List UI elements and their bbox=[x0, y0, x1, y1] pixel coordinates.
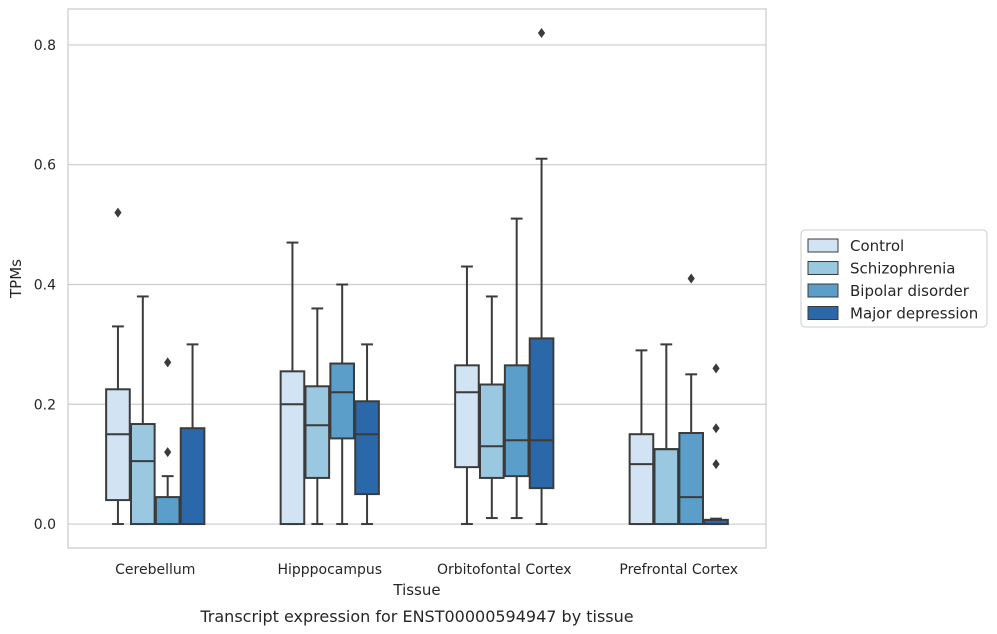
box bbox=[678, 273, 704, 526]
box-body bbox=[354, 400, 380, 496]
box-body bbox=[653, 448, 680, 526]
box-body bbox=[479, 383, 505, 479]
y-tick-label: 0.0 bbox=[34, 517, 56, 533]
box-body bbox=[503, 364, 530, 478]
legend-label: Major depression bbox=[850, 305, 978, 323]
box-body bbox=[329, 362, 355, 440]
legend: Control Schizophrenia Bipolar disorder Majo… bbox=[800, 229, 988, 328]
y-tick-label: 0.4 bbox=[34, 277, 56, 293]
outlier-point bbox=[687, 273, 695, 284]
box-body bbox=[179, 427, 206, 526]
box bbox=[628, 349, 655, 526]
box bbox=[479, 295, 505, 520]
outlier-point bbox=[712, 459, 720, 470]
x-tick-label: Hipppocampus bbox=[277, 562, 382, 578]
box bbox=[105, 207, 131, 526]
box bbox=[703, 363, 729, 526]
box-body bbox=[154, 496, 181, 526]
legend-swatch bbox=[807, 283, 839, 298]
x-tick-label: Orbitofontal Cortex bbox=[437, 562, 572, 578]
box-body bbox=[279, 370, 306, 526]
box bbox=[528, 27, 555, 526]
box bbox=[653, 343, 680, 526]
box bbox=[503, 217, 530, 520]
plot-frame bbox=[67, 8, 767, 549]
outlier-point bbox=[712, 363, 720, 374]
legend-swatch bbox=[807, 306, 839, 320]
box bbox=[354, 343, 380, 526]
box-body bbox=[130, 423, 156, 526]
x-axis-ticks: Cerebellum Hipppocampus Orbitofontal Corte… bbox=[115, 562, 738, 578]
outlier-point bbox=[114, 207, 122, 218]
y-tick-label: 0.6 bbox=[34, 158, 56, 174]
legend-label: Control bbox=[850, 237, 904, 255]
outlier-point bbox=[537, 27, 546, 38]
box bbox=[154, 357, 181, 526]
y-axis-label: TPMs bbox=[7, 259, 25, 299]
x-axis-label: Tissue bbox=[392, 581, 440, 599]
box bbox=[329, 283, 355, 526]
x-tick-label: Prefrontal Cortex bbox=[619, 562, 738, 578]
box-body bbox=[304, 385, 331, 479]
box bbox=[130, 295, 156, 526]
legend-label: Schizophrenia bbox=[850, 260, 955, 278]
box-body bbox=[528, 337, 555, 490]
x-tick-label: Cerebellum bbox=[115, 562, 195, 578]
box bbox=[179, 343, 206, 526]
chart-caption: Transcript expression for ENST0000059494… bbox=[199, 607, 633, 626]
box bbox=[279, 241, 306, 526]
legend-label: Bipolar disorder bbox=[850, 282, 970, 300]
y-axis-ticks: 0.0 0.2 0.4 0.6 0.8 bbox=[34, 38, 56, 533]
outlier-point bbox=[164, 447, 172, 458]
box-body bbox=[628, 433, 655, 526]
box-body bbox=[454, 364, 480, 469]
legend-swatch bbox=[807, 261, 839, 275]
y-tick-label: 0.8 bbox=[34, 38, 56, 54]
outlier-point bbox=[164, 357, 172, 368]
box bbox=[304, 307, 331, 526]
box-body bbox=[678, 432, 704, 526]
box-plot-series bbox=[105, 27, 729, 526]
legend-frame bbox=[800, 229, 988, 328]
y-tick-label: 0.2 bbox=[34, 397, 56, 413]
box bbox=[454, 265, 480, 526]
outlier-point bbox=[712, 423, 720, 434]
box-body bbox=[105, 388, 131, 502]
legend-swatch bbox=[807, 238, 839, 253]
